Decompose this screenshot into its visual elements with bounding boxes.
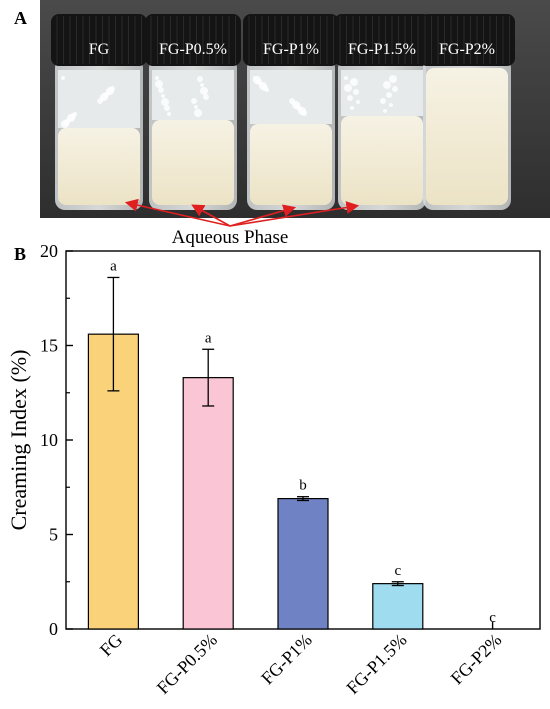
- y-axis-label: Creaming Index (%): [6, 350, 31, 531]
- bar: [87, 333, 140, 630]
- bubble: [350, 106, 354, 110]
- vials-photo: FG FG-P0.5% FG-P1% FG-P1.5% FG-P2%: [40, 0, 550, 218]
- bubble: [389, 103, 393, 107]
- emulsion-layer: [152, 120, 234, 205]
- bubble: [356, 100, 360, 104]
- significance-letter: b: [299, 478, 307, 494]
- bubble: [386, 92, 392, 98]
- emulsion-layer: [250, 124, 332, 205]
- bubble: [73, 112, 77, 116]
- bubble: [155, 76, 159, 80]
- bubble: [109, 86, 115, 92]
- x-tick-label: FG-P2%: [447, 630, 506, 689]
- vial-label: FG-P1%: [263, 41, 319, 58]
- bubble: [155, 80, 163, 88]
- significance-letter: c: [489, 610, 496, 626]
- bubble: [383, 81, 391, 89]
- bubble: [194, 105, 198, 109]
- bubble: [161, 98, 169, 106]
- bubble: [344, 76, 348, 80]
- cream-layer: [250, 70, 332, 124]
- bubble: [389, 75, 397, 83]
- panel-b-label: B: [14, 244, 27, 264]
- vial-cap: [419, 14, 515, 66]
- bubble: [194, 109, 202, 117]
- emulsion-layer: [58, 128, 140, 205]
- y-tick-label: 20: [40, 241, 58, 261]
- cream-layer: [152, 70, 234, 120]
- bubble: [167, 112, 171, 116]
- bubble: [164, 105, 170, 111]
- bubble: [161, 94, 165, 98]
- plot-frame: [65, 250, 541, 630]
- bubble: [203, 94, 209, 100]
- x-tick-label: FG: [96, 630, 126, 660]
- bubble: [353, 89, 359, 95]
- bubble: [265, 88, 269, 92]
- vial: FG-P1.5%: [334, 14, 430, 210]
- bubble: [200, 83, 204, 87]
- bubble: [301, 110, 307, 116]
- significance-letter: a: [205, 330, 212, 346]
- vial: FG-P0.5%: [145, 14, 241, 210]
- bubble: [383, 109, 387, 113]
- bar: [182, 377, 234, 630]
- y-tick-label: 10: [40, 430, 58, 450]
- x-tick-label: FG-P1%: [257, 630, 316, 689]
- vial-cap: [145, 14, 241, 66]
- significance-letter: a: [110, 258, 117, 274]
- bubble: [347, 95, 353, 101]
- bubble: [380, 98, 386, 104]
- vial-label: FG-P0.5%: [159, 41, 227, 58]
- bubble: [191, 98, 197, 104]
- x-tick-label: FG-P1.5%: [342, 630, 410, 698]
- vial-cap: [51, 14, 147, 66]
- significance-letter: c: [394, 563, 401, 579]
- bubble: [197, 76, 203, 82]
- bubble: [344, 84, 352, 92]
- bubble: [350, 78, 358, 86]
- bubble: [200, 87, 208, 95]
- bubble: [61, 76, 65, 80]
- bubble: [158, 87, 164, 93]
- emulsion-layer: [341, 116, 423, 205]
- y-tick-label: 5: [49, 525, 58, 545]
- y-tick-label: 0: [49, 619, 58, 639]
- bar: [372, 583, 424, 630]
- y-tick-label: 15: [40, 336, 58, 356]
- panel-a-label: A: [14, 8, 27, 28]
- vial-label: FG-P1.5%: [348, 41, 416, 58]
- bar: [277, 497, 329, 630]
- bubble: [392, 86, 398, 92]
- emulsion-layer: [426, 68, 508, 205]
- aqueous-phase-label: Aqueous Phase: [172, 227, 289, 248]
- vial: FG: [51, 14, 147, 210]
- vial-cap: [334, 14, 430, 66]
- vial: FG-P1%: [243, 14, 339, 210]
- x-tick-label: FG-P0.5%: [153, 630, 221, 698]
- vial-label: FG: [89, 41, 110, 58]
- vial: FG-P2%: [419, 14, 515, 210]
- vial-cap: [243, 14, 339, 66]
- vial-label: FG-P2%: [439, 41, 495, 58]
